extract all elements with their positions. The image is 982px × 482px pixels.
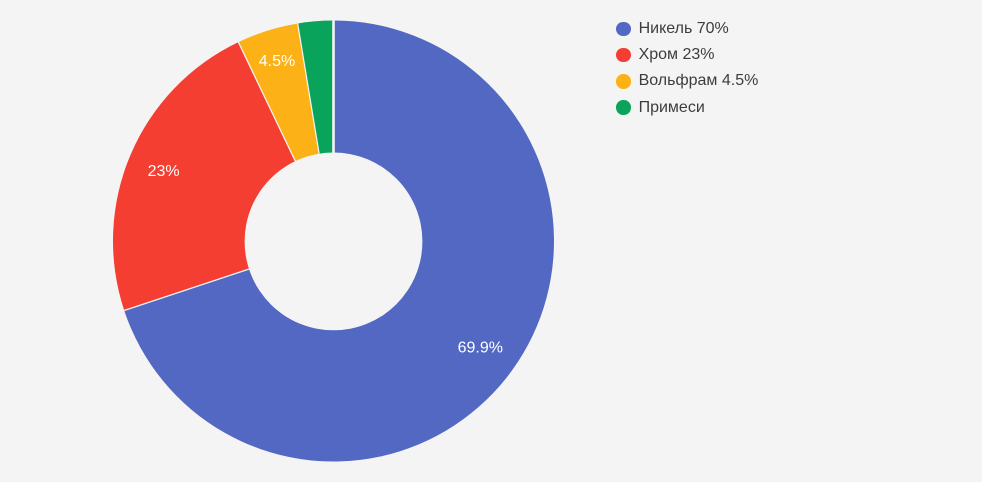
- svg-text:23%: 23%: [148, 163, 180, 180]
- svg-text:4.5%: 4.5%: [259, 53, 295, 70]
- svg-text:69.9%: 69.9%: [458, 340, 503, 357]
